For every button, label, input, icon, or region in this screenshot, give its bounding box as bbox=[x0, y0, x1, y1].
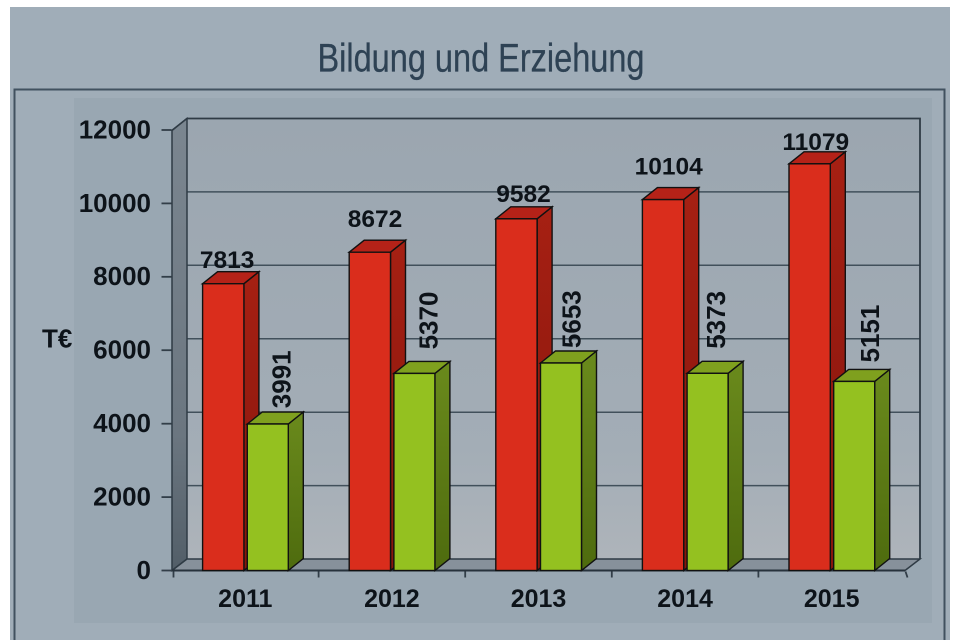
svg-text:10104: 10104 bbox=[635, 154, 704, 181]
svg-text:5151: 5151 bbox=[855, 305, 885, 363]
svg-text:2014: 2014 bbox=[657, 585, 713, 613]
svg-text:2013: 2013 bbox=[511, 585, 567, 613]
svg-text:Bildung und Erziehung: Bildung und Erziehung bbox=[318, 37, 645, 81]
svg-text:3991: 3991 bbox=[266, 350, 296, 408]
svg-text:7813: 7813 bbox=[200, 247, 255, 274]
svg-text:5653: 5653 bbox=[557, 290, 587, 348]
svg-text:4000: 4000 bbox=[93, 408, 151, 438]
svg-text:2015: 2015 bbox=[804, 585, 860, 613]
svg-text:11079: 11079 bbox=[782, 129, 849, 156]
svg-text:9582: 9582 bbox=[496, 181, 551, 208]
svg-text:6000: 6000 bbox=[93, 335, 151, 365]
svg-text:8672: 8672 bbox=[348, 206, 403, 233]
svg-text:8000: 8000 bbox=[93, 261, 151, 291]
svg-text:5370: 5370 bbox=[414, 292, 444, 350]
svg-text:0: 0 bbox=[137, 555, 151, 585]
svg-text:5373: 5373 bbox=[701, 291, 731, 349]
svg-text:12000: 12000 bbox=[79, 114, 151, 144]
svg-text:2000: 2000 bbox=[93, 482, 151, 512]
svg-text:10000: 10000 bbox=[79, 188, 151, 218]
svg-text:2011: 2011 bbox=[218, 585, 272, 613]
svg-text:T€: T€ bbox=[42, 324, 72, 354]
svg-text:2012: 2012 bbox=[364, 585, 420, 613]
